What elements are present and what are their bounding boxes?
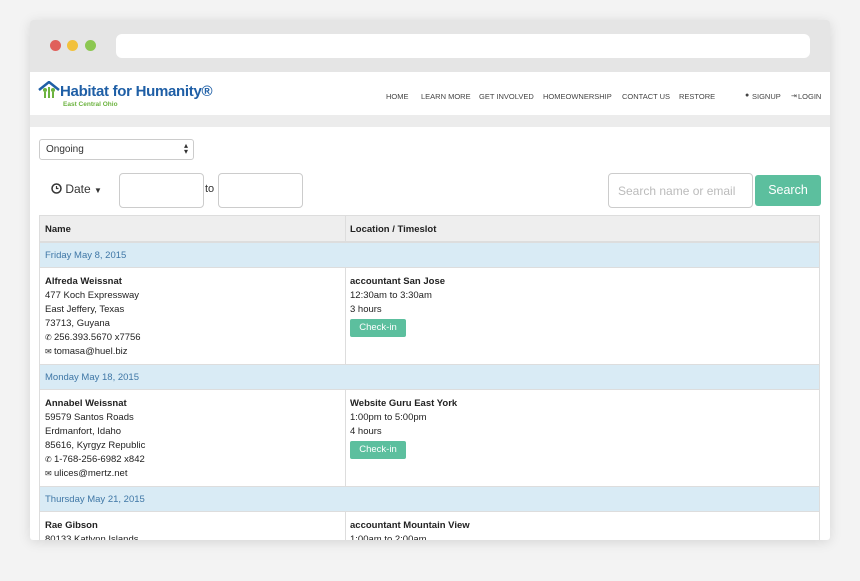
logo-subtitle: East Central Ohio (63, 101, 118, 108)
location: accountant Mountain View (350, 520, 470, 531)
address-bar[interactable] (116, 34, 810, 58)
volunteer-name-text: Annabel Weissnat (45, 398, 127, 409)
email-text: ulices@mertz.net (53, 468, 128, 479)
header-strip (30, 115, 830, 127)
checkin-button[interactable]: Check-in (350, 441, 406, 459)
clock-icon (51, 183, 62, 194)
browser-window: Habitat for Humanity® East Central Ohio … (30, 20, 830, 540)
email: ✉ ulices@mertz.net (45, 468, 127, 479)
date-row (40, 242, 819, 268)
volunteer-name-text: Alfreda Weissnat (45, 276, 122, 287)
address-line-text: Erdmanfort, Idaho (45, 426, 122, 437)
select-arrows: ▴ ▾ (184, 141, 189, 156)
min-dot[interactable] (67, 40, 78, 51)
search-button[interactable]: Search (755, 175, 821, 206)
date-dropdown[interactable]: Date ▼ (51, 182, 102, 196)
address-line: 59579 Santos Roads (45, 412, 134, 423)
address-line-text: 477 Koch Expressway (45, 290, 139, 301)
email-text: tomasa@huel.biz (53, 346, 128, 357)
nav-link[interactable]: RESTORE (679, 92, 716, 101)
to-label: to (205, 183, 215, 195)
status-select[interactable]: Ongoing ▴ ▾ (39, 139, 194, 160)
account-icon: ● (745, 92, 750, 99)
timeslot: 1:00am to 2:00am (350, 534, 427, 540)
table-header (40, 216, 819, 242)
address-line: 73713, Guyana (45, 318, 110, 329)
search-placeholder: Search name or email (618, 184, 736, 198)
volunteer-table: Name Location / Timeslot Friday May 8, 201… (39, 215, 820, 540)
address-line: 85616, Kyrgyz Republic (45, 440, 145, 451)
column-header: Location / Timeslot (350, 224, 437, 235)
address-line: 477 Koch Expressway (45, 290, 139, 301)
site-header: Habitat for Humanity® East Central Ohio … (30, 72, 830, 115)
max-dot[interactable] (85, 40, 96, 51)
timeslot: 1:00pm to 5:00pm (350, 412, 427, 423)
close-dot[interactable] (50, 40, 61, 51)
date-label: Date (65, 182, 91, 196)
address-line-text: 85616, Kyrgyz Republic (45, 440, 146, 451)
logo-title[interactable]: Habitat for Humanity® (60, 83, 213, 100)
timeslot: 12:30am to 3:30am (350, 290, 432, 301)
icon: ✆ (45, 455, 54, 464)
account-link[interactable]: SIGNUP (752, 92, 781, 101)
account-link[interactable]: LOGIN (798, 92, 822, 101)
phone: ✆ 1-768-256-6982 x842 (45, 454, 145, 465)
address-line-text: 73713, Guyana (45, 318, 110, 329)
duration: 3 hours (350, 304, 382, 315)
date-label: Thursday May 21, 2015 (45, 494, 145, 505)
nav-link[interactable]: CONTACT US (622, 92, 671, 101)
date-label: Monday May 18, 2015 (45, 372, 140, 383)
volunteer-name: Alfreda Weissnat (45, 276, 122, 287)
volunteer-name-text: Rae Gibson (45, 520, 98, 531)
checkin-button[interactable]: Check-in (350, 319, 406, 337)
browser-bar (30, 20, 830, 72)
nav-link[interactable]: LEARN MORE (421, 92, 471, 101)
address-line-text: 80133 Katlynn Islands (45, 534, 139, 540)
email: ✉ tomasa@huel.biz (45, 346, 127, 357)
address-line: 80133 Katlynn Islands (45, 534, 138, 540)
nav-link[interactable]: HOMEOWNERSHIP (543, 92, 612, 101)
phone-text: 256.393.5670 x7756 (53, 332, 141, 343)
date-to[interactable] (218, 173, 303, 208)
phone-text: 1-768-256-6982 x842 (53, 454, 145, 465)
icon: ✉ (45, 469, 54, 478)
column-header: Name (45, 224, 71, 235)
nav-link[interactable]: GET INVOLVED (479, 92, 534, 101)
date-row (40, 486, 819, 512)
address-line: Erdmanfort, Idaho (45, 426, 121, 437)
address-line: East Jeffery, Texas (45, 304, 124, 315)
nav-link[interactable]: HOME (386, 92, 409, 101)
date-label: Friday May 8, 2015 (45, 250, 127, 261)
address-line-text: 59579 Santos Roads (45, 412, 134, 423)
icon: ✆ (45, 333, 54, 342)
select-value: Ongoing (46, 144, 84, 155)
icon: ✉ (45, 347, 54, 356)
phone: ✆ 256.393.5670 x7756 (45, 332, 141, 343)
volunteer-name: Rae Gibson (45, 520, 98, 531)
volunteer-name: Annabel Weissnat (45, 398, 127, 409)
address-line-text: East Jeffery, Texas (45, 304, 125, 315)
location: accountant San Jose (350, 276, 446, 287)
date-from[interactable] (119, 173, 204, 208)
search-input[interactable]: Search name or email (608, 173, 753, 208)
account-icon: ⇥ (791, 93, 797, 100)
caret: ▼ (94, 186, 102, 195)
date-row (40, 364, 819, 390)
logo-icon (38, 81, 60, 98)
location: Website Guru East York (350, 398, 458, 409)
duration: 4 hours (350, 426, 382, 437)
